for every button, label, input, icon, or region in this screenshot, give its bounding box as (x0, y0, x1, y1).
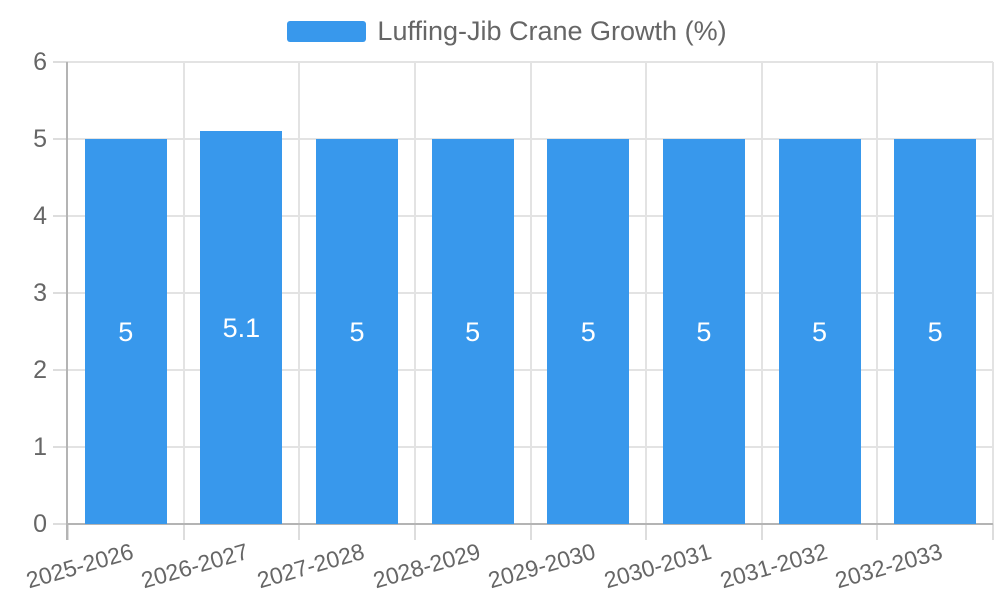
y-axis-tick (53, 446, 68, 448)
gridline-vertical (413, 62, 416, 524)
y-axis-tick (53, 138, 68, 140)
x-tick-label: 2029-2030 (485, 538, 599, 594)
x-axis-tick (760, 524, 763, 540)
x-tick-label: 2027-2028 (254, 538, 368, 594)
gridline-vertical (529, 62, 532, 524)
y-tick-label: 1 (33, 433, 47, 461)
bar-value-label: 5 (580, 316, 596, 347)
gridline-vertical (876, 62, 879, 524)
y-tick-label: 3 (33, 279, 47, 307)
bar[interactable] (662, 139, 745, 524)
bar[interactable] (200, 131, 283, 524)
bar-value-label: 5 (465, 316, 481, 347)
x-tick-label: 2032-2033 (832, 538, 946, 594)
x-axis-tick (645, 524, 648, 540)
x-tick-label: 2028-2029 (369, 538, 483, 594)
y-tick-label: 0 (33, 510, 47, 538)
bar[interactable] (316, 139, 399, 524)
gridline-vertical (298, 62, 301, 524)
bar-value-label: 5 (927, 316, 943, 347)
bar-value-label: 5 (349, 316, 365, 347)
bar[interactable] (778, 139, 861, 524)
x-tick-label: 2031-2032 (716, 538, 830, 594)
gridline-vertical (760, 62, 763, 524)
bar-value-label: 5 (118, 316, 134, 347)
x-axis-line (66, 523, 993, 525)
x-tick-label: 2030-2031 (601, 538, 715, 594)
bar[interactable] (84, 139, 167, 524)
y-tick-label: 2 (33, 356, 47, 384)
bar-value-label: 5.1 (222, 312, 261, 343)
y-axis-tick (53, 292, 68, 294)
y-axis-tick (53, 369, 68, 371)
legend-swatch (287, 20, 367, 42)
x-axis-tick (413, 524, 416, 540)
bar[interactable] (547, 139, 630, 524)
x-axis-tick (298, 524, 301, 540)
gridline-vertical (182, 62, 185, 524)
x-axis-tick (992, 524, 994, 540)
x-tick-label: 2026-2027 (138, 538, 252, 594)
x-axis-tick (182, 524, 185, 540)
x-tick-label: 2025-2026 (23, 538, 136, 594)
gridline-vertical (645, 62, 648, 524)
x-axis-tick (876, 524, 879, 540)
y-axis-line (66, 62, 68, 540)
gridline-vertical (992, 62, 994, 524)
chart-legend[interactable]: Luffing-Jib Crane Growth (%) (0, 16, 1000, 46)
x-axis-tick (67, 524, 69, 540)
x-axis-tick (529, 524, 532, 540)
bar-value-label: 5 (812, 316, 828, 347)
y-tick-label: 4 (33, 202, 47, 230)
y-axis-tick (53, 61, 68, 63)
y-tick-label: 5 (33, 125, 47, 153)
bar-value-label: 5 (696, 316, 712, 347)
y-tick-label: 6 (33, 48, 47, 76)
bar[interactable] (894, 139, 977, 524)
bar[interactable] (431, 139, 514, 524)
y-axis-tick (53, 215, 68, 217)
y-axis-tick (53, 523, 68, 525)
legend-series-label: Luffing-Jib Crane Growth (%) (377, 16, 727, 46)
